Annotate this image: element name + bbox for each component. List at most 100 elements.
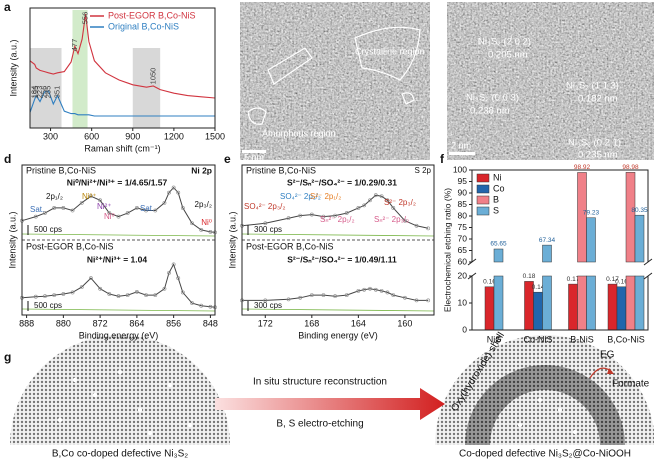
tem-image	[447, 2, 654, 160]
value-label: 98.92	[574, 164, 591, 171]
legend-swatch	[476, 173, 490, 183]
data-point	[167, 270, 171, 275]
value-label: 80.35	[631, 207, 648, 214]
schematic-text: In situ structure reconstruction	[253, 377, 387, 388]
bar	[634, 275, 645, 331]
x-tick-label: 172	[258, 318, 273, 328]
catalyst-particle	[10, 335, 230, 445]
annotation: 2p₁/₂	[46, 192, 63, 201]
highlight-region	[30, 48, 62, 128]
image-label: Crystalline region	[355, 46, 425, 56]
data-point	[426, 298, 431, 303]
x-axis-label: Binding energy (eV)	[298, 330, 378, 340]
bar	[568, 283, 578, 331]
panel-label: e	[224, 152, 231, 166]
y-tick-label: 75	[458, 222, 468, 232]
annotation: Sat.	[30, 205, 44, 214]
peak-label: 1050	[148, 68, 157, 85]
data-point	[89, 276, 93, 281]
data-point	[180, 206, 185, 210]
legend-swatch	[476, 195, 490, 205]
x-tick-label: 164	[351, 318, 366, 328]
x-tick-label: 864	[129, 318, 144, 328]
y-tick-label: 65	[458, 245, 468, 255]
peak-label: 223	[35, 86, 44, 99]
scale-bar	[242, 150, 266, 153]
peak-label: 195	[31, 86, 40, 99]
data-point	[116, 294, 121, 299]
scale-label: 5 nm	[244, 152, 264, 162]
bar	[634, 214, 645, 263]
annotation: Sat.	[140, 204, 154, 213]
baseline	[241, 233, 435, 237]
process-arrow	[215, 388, 445, 420]
data-point	[356, 288, 361, 293]
data-point	[125, 293, 130, 298]
series-label: Pristine B,Co-NiS	[246, 165, 316, 175]
annotation: 300 cps	[254, 301, 282, 310]
data-point	[368, 286, 372, 291]
schematic-caption: Co-doped defective Ni₃S₂@Co-NiOOH	[459, 449, 631, 460]
tem-image	[240, 2, 430, 160]
value-label: 0.18	[523, 273, 536, 280]
data-point	[153, 208, 158, 213]
baseline	[21, 233, 216, 237]
data-point	[414, 298, 419, 303]
schematic-text: Formate	[612, 379, 650, 390]
axis-break	[467, 258, 477, 266]
y-tick-label: 20	[458, 270, 468, 280]
x-tick-label: 880	[56, 318, 71, 328]
x-axis-label: Raman shift (cm⁻¹)	[84, 143, 160, 153]
data-point	[333, 213, 337, 218]
y-tick-label: 80	[458, 210, 468, 220]
x-tick-label: 848	[203, 318, 218, 328]
scale-label: 2 nm	[451, 140, 471, 150]
data-point	[321, 293, 326, 298]
data-point	[403, 218, 407, 223]
data-point	[333, 294, 337, 299]
data-point	[171, 262, 176, 267]
image-label: 0.238 nm	[470, 106, 510, 117]
data-point	[199, 227, 204, 232]
value-label: 98.98	[622, 164, 639, 171]
peak-label: 351	[53, 86, 62, 99]
reaction-arrow-head	[607, 368, 614, 374]
data-point	[379, 288, 384, 293]
axis-break	[467, 272, 477, 280]
spectrum-line	[242, 288, 429, 301]
image-label: Amorphous region	[262, 128, 336, 138]
peak-label: 477	[70, 39, 79, 52]
data-point	[199, 303, 204, 308]
axis	[21, 164, 216, 316]
y-tick-label: 90	[458, 187, 468, 197]
peak-label: 556	[81, 12, 90, 25]
legend-label: B	[493, 194, 499, 204]
schematic-caption: B,Co co-doped defective Ni₃S₂	[52, 449, 188, 460]
x-tick-label: 168	[304, 318, 319, 328]
data-point	[107, 292, 112, 296]
x-tick-label: 888	[19, 318, 34, 328]
y-tick-label: 100	[453, 164, 467, 174]
y-tick-label: 95	[458, 176, 468, 186]
spectrum-line	[29, 13, 216, 99]
data-point	[414, 223, 419, 228]
data-point	[379, 194, 384, 199]
annotation: 300 cps	[254, 225, 282, 234]
annotation: Ni²⁺/Ni³⁺ = 1.04	[87, 254, 147, 264]
data-point	[153, 293, 158, 298]
bar	[577, 172, 587, 263]
value-label: 67.34	[539, 237, 556, 244]
data-point	[298, 213, 303, 218]
axis-break	[643, 272, 653, 280]
data-point	[52, 293, 57, 298]
image-label: 0.205 nm	[488, 50, 528, 61]
peak-label: 184	[30, 86, 39, 99]
bar	[586, 217, 596, 263]
data-point	[286, 297, 291, 302]
data-point	[373, 193, 378, 198]
panel-label: f	[440, 152, 445, 166]
image-label: Ni₃S₂ (1 1 3)	[566, 81, 619, 92]
legend-label: S	[493, 205, 499, 215]
legend-swatch	[476, 206, 490, 216]
